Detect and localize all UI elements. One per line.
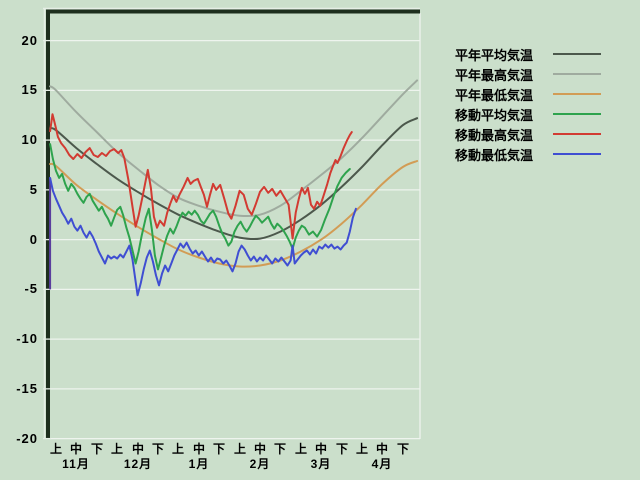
legend-item: 移動最低気温	[455, 144, 625, 164]
legend-color-line	[553, 133, 601, 135]
legend-item-label: 平年平均気温	[455, 47, 534, 63]
x-axis-month-label: 1月	[188, 457, 210, 471]
legend-color-line	[553, 153, 601, 155]
series-line-平年最高気温	[49, 79, 419, 218]
x-axis-month-label: 2月	[249, 457, 271, 471]
legend-item: 移動最高気温	[455, 124, 625, 144]
y-axis-label: -10	[16, 331, 38, 346]
x-axis-period-label: 上	[355, 442, 368, 456]
x-axis-period-label: 中	[314, 442, 327, 456]
y-axis-label: -20	[16, 431, 38, 446]
x-axis-period-label: 中	[131, 442, 144, 456]
x-axis-month-label: 4月	[371, 457, 393, 471]
y-axis-label: 10	[21, 132, 38, 147]
legend-item-label: 平年最高気温	[455, 67, 534, 83]
legend-item-label: 移動平均気温	[455, 107, 534, 123]
legend-item-label: 移動最低気温	[455, 147, 534, 163]
legend-color-line	[553, 93, 601, 95]
legend-item: 平年最低気温	[455, 84, 625, 104]
x-axis-period-label: 下	[90, 442, 103, 456]
legend-color-line	[553, 113, 601, 115]
series-line-平年平均気温	[49, 117, 419, 241]
legend-item: 平年平均気温	[455, 44, 625, 64]
legend-item: 移動平均気温	[455, 104, 625, 124]
y-axis-label: -5	[24, 281, 38, 296]
x-axis-period-label: 中	[253, 442, 266, 456]
x-axis-period-label: 下	[212, 442, 225, 456]
series-line-移動平均気温	[49, 143, 351, 271]
legend-color-line	[553, 53, 601, 55]
y-axis-label: 5	[29, 182, 38, 197]
x-axis-period-label: 下	[396, 442, 409, 456]
y-axis-label: 20	[21, 33, 38, 48]
x-axis-period-label: 上	[171, 442, 184, 456]
x-axis-month-label: 3月	[310, 457, 332, 471]
y-axis-label: -15	[16, 381, 38, 396]
x-axis-period-label: 中	[192, 442, 205, 456]
series-line-移動最低気温	[49, 176, 357, 297]
x-axis-period-label: 中	[69, 442, 82, 456]
x-axis-period-label: 上	[110, 442, 123, 456]
x-axis-period-label: 下	[151, 442, 164, 456]
x-axis-period-label: 中	[375, 442, 388, 456]
x-axis-period-label: 下	[335, 442, 348, 456]
y-axis-label: 15	[21, 82, 38, 97]
x-axis-month-label: 11月	[62, 457, 90, 471]
x-axis-month-label: 12月	[123, 457, 153, 471]
series-line-移動最高気温	[49, 113, 353, 240]
legend: 平年平均気温 平年最高気温 平年最低気温 移動平均気温 移動最高気温 移動最低気…	[455, 44, 625, 164]
x-axis-period-label: 上	[49, 442, 62, 456]
y-axis-label: 0	[29, 232, 38, 247]
legend-color-line	[553, 73, 601, 75]
legend-item: 平年最高気温	[455, 64, 625, 84]
x-axis-period-label: 下	[273, 442, 286, 456]
x-axis-period-label: 上	[294, 442, 307, 456]
legend-item-label: 平年最低気温	[455, 87, 534, 103]
legend-item-label: 移動最高気温	[455, 127, 534, 143]
x-axis-period-label: 上	[233, 442, 246, 456]
